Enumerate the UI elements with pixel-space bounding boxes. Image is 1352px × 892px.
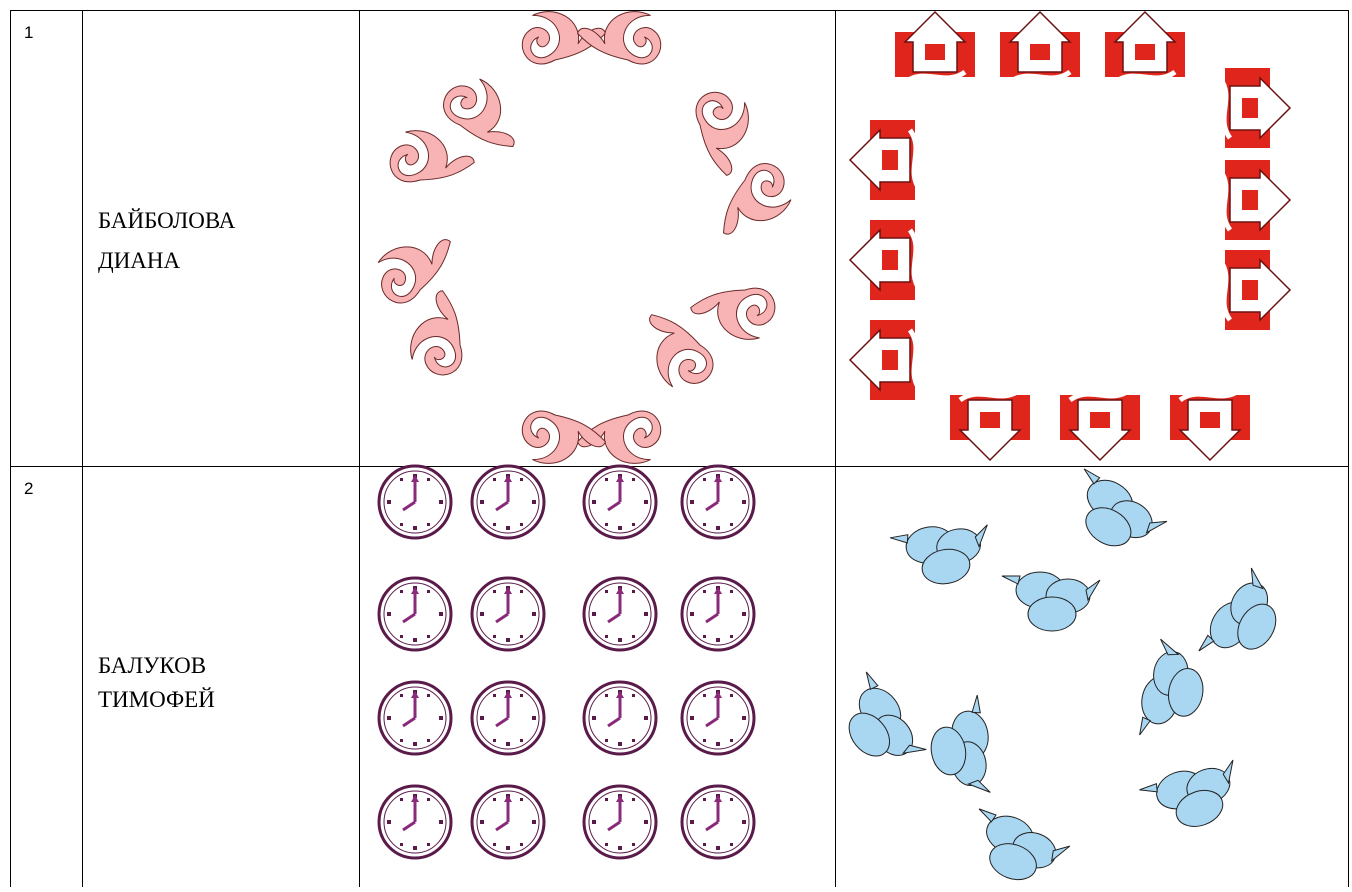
ornament-ring (370, 7, 800, 468)
student-name: БАЛУКОВ (98, 653, 206, 678)
row-number: 1 (24, 23, 33, 42)
speech-bubbles (823, 464, 1297, 892)
table-grid (10, 10, 1349, 892)
clock-grid (377, 464, 756, 860)
student-name: ДИАНА (98, 248, 181, 273)
row-number: 2 (24, 479, 33, 498)
student-name: ТИМОФЕЙ (98, 687, 215, 712)
student-name: БАЙБОЛОВА (98, 208, 236, 233)
house-frame (850, 12, 1290, 460)
